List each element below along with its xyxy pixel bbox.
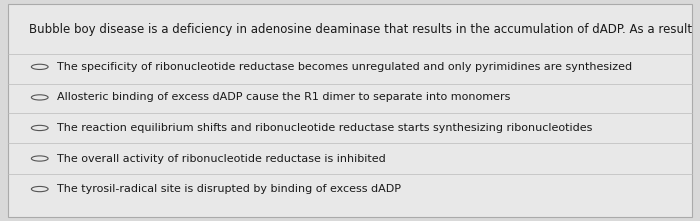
Text: The overall activity of ribonucleotide reductase is inhibited: The overall activity of ribonucleotide r… <box>57 154 386 164</box>
FancyBboxPatch shape <box>8 4 692 217</box>
Text: Allosteric binding of excess dADP cause the R1 dimer to separate into monomers: Allosteric binding of excess dADP cause … <box>57 92 510 102</box>
Text: The specificity of ribonucleotide reductase becomes unregulated and only pyrimid: The specificity of ribonucleotide reduct… <box>57 62 632 72</box>
Text: The tyrosil-radical site is disrupted by binding of excess dADP: The tyrosil-radical site is disrupted by… <box>57 184 401 194</box>
Text: Bubble boy disease is a deficiency in adenosine deaminase that results in the ac: Bubble boy disease is a deficiency in ad… <box>29 23 692 36</box>
Text: The reaction equilibrium shifts and ribonucleotide reductase starts synthesizing: The reaction equilibrium shifts and ribo… <box>57 123 592 133</box>
